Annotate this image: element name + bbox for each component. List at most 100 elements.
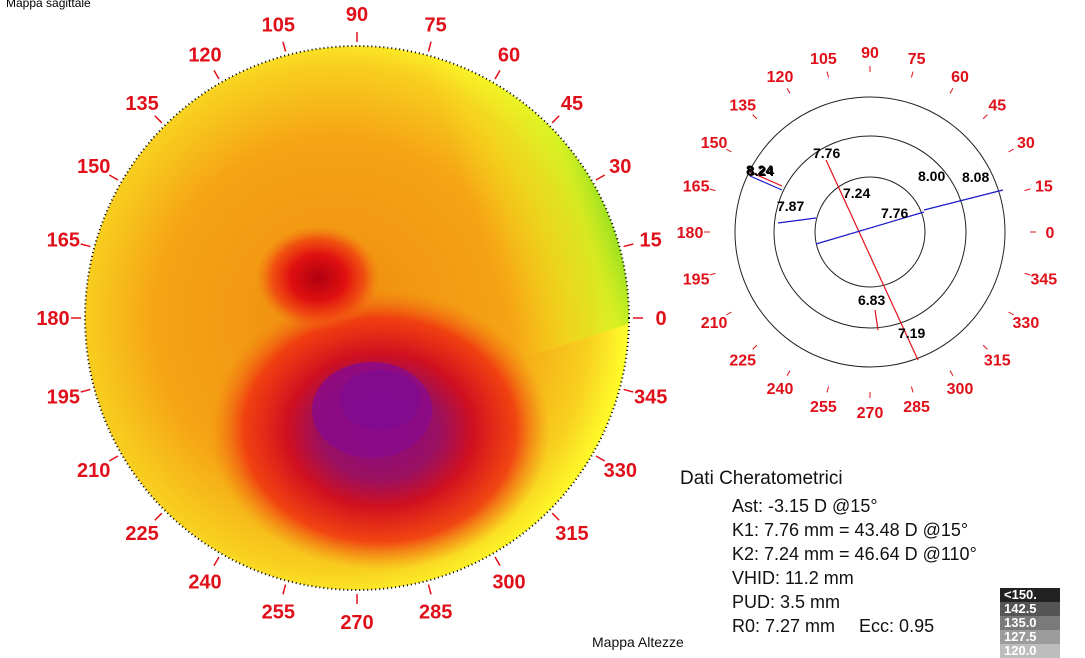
ring-degree-label: 255 [810, 399, 837, 416]
map-degree-label: 105 [262, 14, 295, 36]
map-degree-label: 75 [425, 14, 447, 36]
map-degree-label: 270 [340, 612, 373, 634]
ring-degree-label: 210 [701, 315, 728, 332]
kerato-pud: PUD: 3.5 mm [732, 592, 841, 612]
map-degree-label: 180 [36, 308, 69, 330]
kerato-ecc: Ecc: 0.95 [859, 616, 935, 636]
map-degree-label: 240 [188, 571, 221, 593]
ring-degree-label: 195 [683, 272, 710, 289]
ring-degree-label: 0 [1046, 225, 1055, 242]
ring-degree-tick [1024, 272, 1031, 276]
map-degree-label: 45 [561, 93, 583, 115]
value-left-b: 8.24 [747, 163, 774, 179]
keratometric-data-panel: Dati Cheratometrici Ast: -3.15 D @15° K1… [680, 468, 977, 638]
ring-degree-tick [982, 114, 988, 120]
ring-degree-label: 60 [951, 69, 969, 86]
ring-degree-label: 315 [984, 352, 1011, 369]
map-degree-label: 15 [640, 229, 662, 251]
ring-degree-tick [709, 272, 716, 276]
kerato-k1: K1: 7.76 mm = 43.48 D @15° [732, 520, 969, 540]
ring-degree-tick [709, 188, 716, 192]
ring-degree-tick [786, 370, 791, 377]
map-degree-label: 60 [498, 45, 520, 67]
map-degree-tick [80, 243, 91, 248]
ring-degree-label: 330 [1013, 315, 1040, 332]
value-inner-lower: 6.83 [858, 292, 885, 308]
steep-axis-line [825, 159, 919, 361]
outer-ring [734, 96, 1006, 368]
kerato-r0-row: R0: 7.27 mm Ecc: 0.95 [732, 614, 977, 638]
map-degree-tick [154, 512, 163, 521]
ring-degree-label: 225 [729, 352, 756, 369]
ring-degree-tick [725, 311, 732, 316]
flat-axis-line-3 [923, 189, 1004, 211]
ring-degree-tick [910, 71, 914, 78]
kerato-heading: Dati Cheratometrici [680, 468, 843, 489]
ring-degree-tick [1024, 188, 1031, 192]
map-degree-tick [108, 174, 119, 181]
map-degree-tick [623, 243, 634, 248]
map-degree-label: 120 [188, 45, 221, 67]
legend-cell: 127.5 [1000, 630, 1060, 644]
map-degree-tick [595, 174, 606, 181]
ring-degree-tick [826, 386, 830, 393]
ring-degree-label: 285 [903, 399, 930, 416]
ring-degree-tick [1008, 311, 1015, 316]
map-degree-tick [80, 388, 91, 393]
map-degree-label: 300 [492, 571, 525, 593]
legend-cell: 120.0 [1000, 644, 1060, 658]
map-degree-label: 330 [604, 460, 637, 482]
ring-degree-label: 270 [857, 405, 884, 422]
ring-degree-label: 180 [677, 225, 704, 242]
inner-ring [814, 176, 926, 288]
ring-degree-tick [949, 87, 954, 94]
kerato-k2: K2: 7.24 mm = 46.64 D @110° [732, 544, 977, 564]
ring-degree-label: 165 [683, 178, 710, 195]
map-degree-label: 285 [419, 602, 452, 624]
map-degree-label: 195 [47, 387, 80, 409]
value-left-inner: 7.87 [777, 198, 804, 214]
ring-degree-label: 105 [810, 51, 837, 68]
kerato-r0: R0: 7.27 mm [732, 616, 836, 636]
map-degree-tick [108, 455, 119, 462]
flat-axis-line-2 [815, 211, 925, 245]
map-degree-label: 30 [609, 156, 631, 178]
value-outer-right-b: 8.08 [962, 169, 989, 185]
value-inner-right: 7.76 [881, 205, 908, 221]
ring-degree-tick [786, 87, 791, 94]
ring-degree-tick [1008, 148, 1015, 153]
legend-cell: 135.0 [1000, 616, 1060, 630]
ring-degree-tick [910, 386, 914, 393]
ring-degree-label: 120 [767, 69, 794, 86]
map-degree-tick [551, 512, 560, 521]
map-degree-label: 345 [634, 387, 667, 409]
ring-degree-label: 75 [908, 51, 926, 68]
map-degree-tick [494, 556, 501, 567]
ring-degree-tick [725, 148, 732, 153]
map-degree-label: 210 [77, 460, 110, 482]
map-degree-label: 150 [77, 156, 110, 178]
color-scale-legend: <150. 142.5 135.0 127.5 120.0 [1000, 588, 1060, 658]
map-degree-tick [213, 556, 220, 567]
ring-degree-label: 15 [1035, 178, 1053, 195]
map-degree-label: 90 [346, 4, 368, 26]
ring-degree-label: 150 [701, 135, 728, 152]
kerato-vhid: VHID: 11.2 mm [732, 568, 854, 588]
value-outer-lower: 7.19 [898, 325, 925, 341]
ring-degree-tick [949, 370, 954, 377]
red-tick-bottom [874, 309, 879, 331]
map-degree-tick [213, 69, 220, 80]
map-degree-label: 255 [262, 602, 295, 624]
value-outer-right-a: 8.00 [918, 168, 945, 184]
ring-degree-label: 90 [861, 45, 879, 62]
map-degree-tick [427, 41, 432, 52]
map-degree-label: 135 [125, 93, 158, 115]
kerato-ast: Ast: -3.15 D @15° [732, 496, 878, 516]
height-map-label: Mappa Altezze [592, 634, 684, 650]
middle-ring [773, 135, 967, 329]
map-degree-tick [427, 584, 432, 595]
legend-cell: 142.5 [1000, 602, 1060, 616]
map-degree-tick [595, 455, 606, 462]
